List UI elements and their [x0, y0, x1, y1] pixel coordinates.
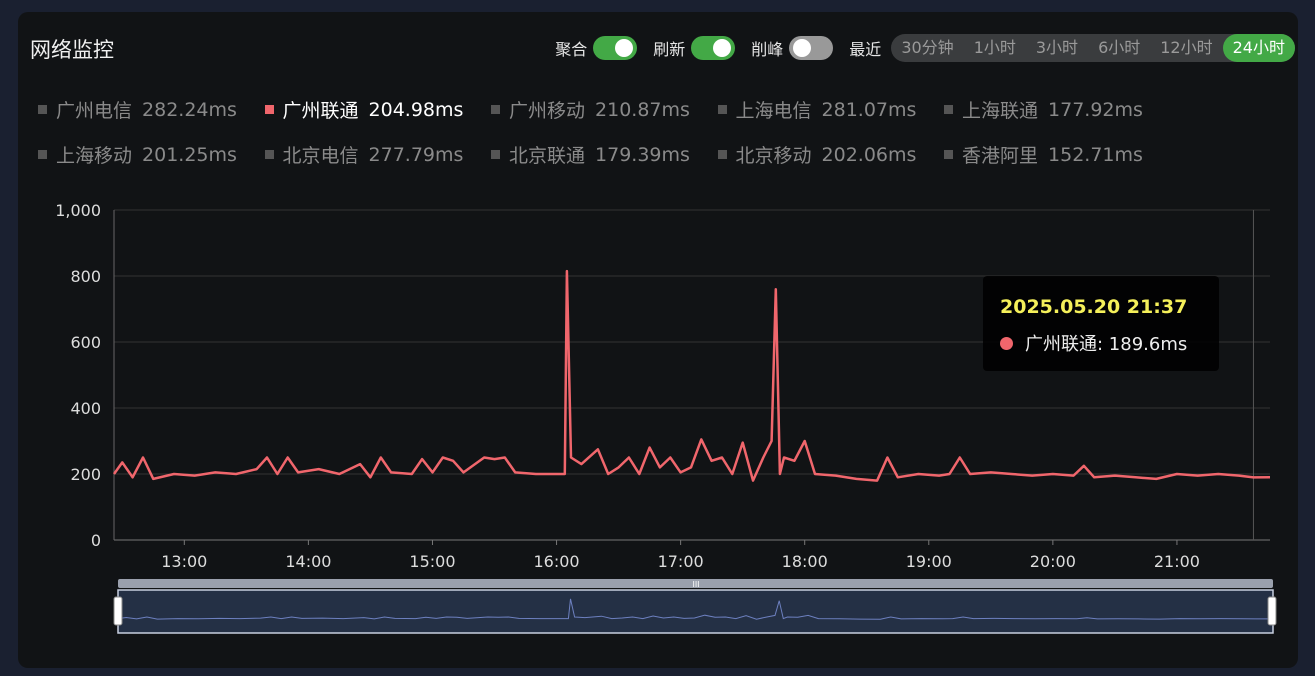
legend-name: 上海移动 — [56, 145, 133, 167]
aggregate-toggle[interactable] — [593, 36, 638, 60]
legend-name: 北京电信 — [282, 145, 359, 167]
legend-item[interactable]: 北京电信 277.79ms — [264, 141, 492, 168]
legend-value: 210.87ms — [595, 98, 690, 121]
datazoom-right-handle[interactable] — [1267, 596, 1277, 626]
legend-name: 香港阿里 — [962, 145, 1039, 167]
y-tick-label: 600 — [70, 333, 101, 352]
x-tick-label: 15:00 — [409, 552, 455, 571]
tooltip-value: 广州联通: 189.6ms — [1025, 334, 1188, 355]
time-range-selector: 30分钟 1小时 3小时 6小时 12小时 24小时 — [891, 34, 1295, 62]
peak-shaving-toggle[interactable] — [789, 36, 834, 60]
legend-marker — [717, 105, 727, 114]
legend-item[interactable]: 广州电信 282.24ms — [38, 96, 265, 123]
legend-value: 177.92ms — [1048, 98, 1143, 121]
datazoom-grip-icon: III — [692, 580, 699, 589]
legend-item[interactable]: 北京联通 179.39ms — [491, 141, 718, 168]
legend-item[interactable]: 上海移动 201.25ms — [38, 141, 265, 168]
legend-marker — [944, 105, 953, 114]
legend-name: 上海联通 — [962, 100, 1039, 122]
page-title: 网络监控 — [30, 38, 114, 62]
aggregate-label: 聚合 — [555, 40, 588, 59]
toggle-knob — [615, 39, 634, 57]
range-3h[interactable]: 3小时 — [1035, 38, 1079, 57]
y-tick-label: 400 — [70, 399, 101, 418]
x-tick-label: 16:00 — [533, 552, 579, 571]
legend-value: 202.06ms — [821, 143, 917, 166]
y-tick-label: 0 — [91, 531, 101, 550]
range-12h[interactable]: 12小时 — [1160, 38, 1213, 57]
series-line-guangzhou-unicom — [112, 269, 1271, 482]
tooltip-time: 2025.05.20 21:37 — [1000, 296, 1188, 318]
legend-value: 204.98ms — [368, 98, 464, 121]
legend-value: 277.79ms — [368, 143, 464, 166]
legend-value: 201.25ms — [142, 143, 237, 166]
legend-marker — [264, 105, 274, 114]
datazoom-window — [117, 589, 1274, 634]
legend-marker — [264, 150, 274, 159]
refresh-toggle[interactable] — [691, 36, 736, 60]
legend-marker — [38, 150, 47, 159]
recent-label: 最近 — [849, 40, 882, 59]
range-1h[interactable]: 1小时 — [973, 38, 1016, 57]
x-tick-label: 19:00 — [906, 552, 952, 571]
toggle-knob — [793, 39, 812, 57]
x-tick-label: 14:00 — [285, 552, 331, 571]
range-30min[interactable]: 30分钟 — [901, 38, 954, 57]
legend-name: 上海电信 — [735, 100, 812, 122]
datazoom-preview-line — [117, 598, 1273, 620]
legend-marker — [38, 105, 47, 114]
range-24h[interactable]: 24小时 — [1222, 34, 1295, 62]
legend-name: 北京移动 — [735, 145, 812, 167]
y-tick-label: 800 — [70, 267, 101, 286]
peak-shaving-label: 削峰 — [751, 40, 784, 59]
legend-item[interactable]: 北京移动 202.06ms — [717, 141, 945, 168]
legend-value: 152.71ms — [1048, 143, 1143, 166]
series-dot-icon — [1000, 336, 1013, 350]
x-tick-label: 18:00 — [782, 552, 828, 571]
range-6h[interactable]: 6小时 — [1098, 38, 1141, 57]
toggle-knob — [713, 39, 732, 57]
legend-value: 282.24ms — [142, 98, 237, 121]
x-tick-label: 17:00 — [658, 552, 704, 571]
legend-item[interactable]: 广州移动 210.87ms — [491, 96, 718, 123]
legend-item[interactable]: 香港阿里 152.71ms — [944, 141, 1171, 168]
y-tick-label: 200 — [70, 465, 101, 484]
legend-name: 广州联通 — [282, 100, 359, 122]
x-tick-label: 21:00 — [1154, 552, 1200, 571]
datazoom-left-handle[interactable] — [113, 596, 123, 626]
controls: 聚合 刷新 削峰 最近 30分钟 1小时 3小时 6小时 12小时 24小时 — [545, 34, 1295, 62]
refresh-label: 刷新 — [653, 40, 686, 59]
legend-marker — [491, 150, 500, 159]
legend-marker — [717, 150, 727, 159]
chart-tooltip: 2025.05.20 21:37 广州联通: 189.6ms — [983, 276, 1219, 371]
tooltip-row: 广州联通: 189.6ms — [1000, 330, 1187, 356]
legend: 广州电信 282.24ms 广州联通 204.98ms 广州移动 210.87ms 上… — [38, 96, 1198, 168]
legend-value: 281.07ms — [821, 98, 917, 121]
legend-marker — [491, 105, 500, 114]
legend-name: 广州电信 — [56, 100, 133, 122]
legend-value: 179.39ms — [595, 143, 690, 166]
x-tick-label: 13:00 — [161, 552, 207, 571]
legend-item[interactable]: 广州联通 204.98ms — [264, 96, 492, 123]
legend-item[interactable]: 上海联通 177.92ms — [944, 96, 1171, 123]
legend-name: 北京联通 — [509, 145, 586, 167]
datazoom-bar — [118, 579, 1273, 588]
x-tick-label: 20:00 — [1030, 552, 1076, 571]
legend-item[interactable]: 上海电信 281.07ms — [717, 96, 945, 123]
legend-marker — [944, 150, 953, 159]
legend-name: 广州移动 — [509, 100, 586, 122]
y-tick-label: 1,000 — [55, 201, 101, 220]
